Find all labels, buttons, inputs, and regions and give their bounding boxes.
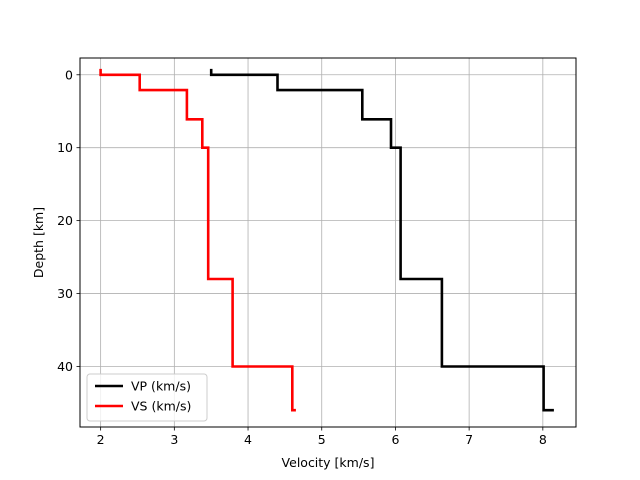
series-line-vp [209, 68, 554, 412]
y-tick-label: 40 [57, 359, 73, 374]
legend-label-vp: VP (km/s) [131, 379, 191, 394]
tick-layer: 2 3 4 5 6 7 8 0 10 20 30 40 [57, 67, 547, 447]
legend-label-vs: VS (km/s) [131, 399, 191, 414]
x-tick-label: 4 [244, 432, 252, 447]
y-axis-label: Depth [km] [31, 207, 46, 278]
y-tick-label: 30 [57, 286, 73, 301]
x-tick-label: 2 [97, 432, 105, 447]
x-tick-label: 8 [539, 432, 547, 447]
plot-frame [79, 57, 577, 428]
series-line-vs [99, 68, 296, 412]
y-tick-label: 20 [57, 213, 73, 228]
x-tick-label: 6 [391, 432, 399, 447]
x-tick-label: 5 [318, 432, 326, 447]
grid-layer [80, 58, 576, 427]
x-tick-label: 7 [465, 432, 473, 447]
x-tick-label: 3 [170, 432, 178, 447]
y-tick-label: 10 [57, 140, 73, 155]
y-tick-label: 0 [65, 67, 73, 82]
legend: VP (km/s) VS (km/s) [86, 373, 208, 422]
x-axis-label: Velocity [km/s] [282, 455, 375, 470]
series-layer [99, 68, 554, 412]
